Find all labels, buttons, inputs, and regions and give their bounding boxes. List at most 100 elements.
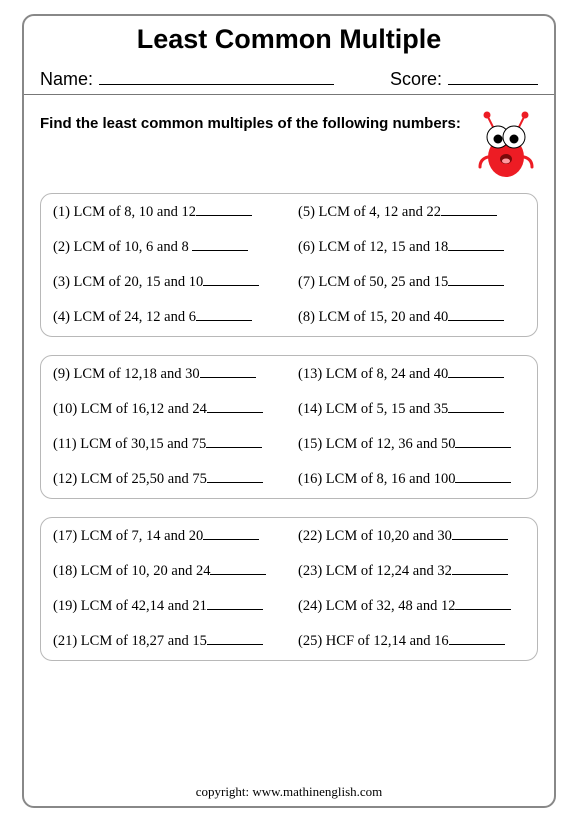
problem-text: LCM of 18,27 and 15 (81, 633, 207, 649)
problem-text: LCM of 20, 15 and 10 (74, 274, 204, 290)
problem-item: (6) LCM of 12, 15 and 18 (298, 239, 525, 256)
problem-number: (8) (298, 309, 319, 325)
problem-number: (15) (298, 436, 326, 452)
mascot-icon (474, 109, 538, 179)
problem-item: (5) LCM of 4, 12 and 22 (298, 204, 525, 221)
instruction-text: Find the least common multiples of the f… (40, 109, 474, 132)
answer-blank[interactable] (203, 539, 259, 540)
header-meta-row: Name: Score: (40, 65, 538, 90)
problem-number: (21) (53, 633, 81, 649)
problem-item: (19) LCM of 42,14 and 21 (53, 598, 280, 615)
problem-block-1: (1) LCM of 8, 10 and 12 (5) LCM of 4, 12 … (40, 193, 538, 337)
name-input-line[interactable] (99, 65, 334, 85)
problem-text: LCM of 12, 36 and 50 (326, 436, 456, 452)
problem-number: (22) (298, 528, 326, 544)
problem-item: (2) LCM of 10, 6 and 8 (53, 239, 280, 256)
problem-item: (21) LCM of 18,27 and 15 (53, 633, 280, 650)
answer-blank[interactable] (452, 539, 508, 540)
answer-blank[interactable] (441, 215, 497, 216)
problem-item: (8) LCM of 15, 20 and 40 (298, 309, 525, 326)
problem-block-2: (9) LCM of 12,18 and 30(13) LCM of 8, 24… (40, 355, 538, 499)
answer-blank[interactable] (448, 250, 504, 251)
problem-number: (18) (53, 563, 81, 579)
problem-text: LCM of 4, 12 and 22 (319, 204, 441, 220)
answer-blank[interactable] (207, 644, 263, 645)
worksheet-page: Least Common Multiple Name: Score: Find … (0, 0, 578, 818)
answer-blank[interactable] (455, 447, 511, 448)
copyright-footer: copyright: www.mathinenglish.com (24, 784, 554, 800)
problem-item: (17) LCM of 7, 14 and 20 (53, 528, 280, 545)
answer-blank[interactable] (207, 482, 263, 483)
problem-number: (3) (53, 274, 74, 290)
problem-item: (7) LCM of 50, 25 and 15 (298, 274, 525, 291)
answer-blank[interactable] (455, 482, 511, 483)
problem-text: LCM of 7, 14 and 20 (81, 528, 203, 544)
answer-blank[interactable] (206, 447, 262, 448)
problem-number: (24) (298, 598, 326, 614)
problem-text: LCM of 25,50 and 75 (81, 471, 207, 487)
answer-blank[interactable] (203, 285, 259, 286)
problem-text: LCM of 16,12 and 24 (81, 401, 207, 417)
problem-item: (25) HCF of 12,14 and 16 (298, 633, 525, 650)
answer-blank[interactable] (196, 320, 252, 321)
answer-blank[interactable] (200, 377, 256, 378)
problem-text: LCM of 50, 25 and 15 (319, 274, 449, 290)
problem-text: LCM of 30,15 and 75 (80, 436, 206, 452)
problem-text: LCM of 10, 20 and 24 (81, 563, 211, 579)
answer-blank[interactable] (207, 609, 263, 610)
name-label: Name: (40, 69, 93, 90)
answer-blank[interactable] (192, 250, 248, 251)
answer-blank[interactable] (448, 285, 504, 286)
problem-number: (5) (298, 204, 319, 220)
problem-text: HCF of 12,14 and 16 (326, 633, 449, 649)
problem-item: (16) LCM of 8, 16 and 100 (298, 471, 525, 488)
problem-number: (13) (298, 366, 326, 382)
problem-text: LCM of 10, 6 and 8 (74, 239, 193, 255)
problem-number: (25) (298, 633, 326, 649)
problem-text: LCM of 5, 15 and 35 (326, 401, 448, 417)
problem-number: (19) (53, 598, 81, 614)
score-label: Score: (390, 69, 442, 90)
problem-number: (12) (53, 471, 81, 487)
problem-item: (4) LCM of 24, 12 and 6 (53, 309, 280, 326)
problem-number: (11) (53, 436, 80, 452)
problem-number: (16) (298, 471, 326, 487)
problem-text: LCM of 32, 48 and 12 (326, 598, 456, 614)
answer-blank[interactable] (449, 644, 505, 645)
problem-item: (24) LCM of 32, 48 and 12 (298, 598, 525, 615)
answer-blank[interactable] (196, 215, 252, 216)
problem-item: (10) LCM of 16,12 and 24 (53, 401, 280, 418)
page-title: Least Common Multiple (40, 24, 538, 55)
problem-number: (23) (298, 563, 326, 579)
problem-text: LCM of 8, 16 and 100 (326, 471, 456, 487)
answer-blank[interactable] (452, 574, 508, 575)
problem-text: LCM of 12,18 and 30 (74, 366, 200, 382)
instruction-row: Find the least common multiples of the f… (40, 109, 538, 179)
problem-item: (1) LCM of 8, 10 and 12 (53, 204, 280, 221)
problem-number: (17) (53, 528, 81, 544)
problem-item: (12) LCM of 25,50 and 75 (53, 471, 280, 488)
score-input-line[interactable] (448, 65, 538, 85)
problem-block-3: (17) LCM of 7, 14 and 20(22) LCM of 10,2… (40, 517, 538, 661)
answer-blank[interactable] (455, 609, 511, 610)
problem-item: (3) LCM of 20, 15 and 10 (53, 274, 280, 291)
answer-blank[interactable] (448, 377, 504, 378)
problem-number: (1) (53, 204, 74, 220)
problem-text: LCM of 12,24 and 32 (326, 563, 452, 579)
problem-item: (9) LCM of 12,18 and 30 (53, 366, 280, 383)
problem-number: (6) (298, 239, 319, 255)
problem-item: (18) LCM of 10, 20 and 24 (53, 563, 280, 580)
problem-number: (4) (53, 309, 74, 325)
problem-text: LCM of 24, 12 and 6 (74, 309, 196, 325)
answer-blank[interactable] (448, 412, 504, 413)
answer-blank[interactable] (207, 412, 263, 413)
problem-item: (11) LCM of 30,15 and 75 (53, 436, 280, 453)
problem-number: (7) (298, 274, 319, 290)
main-frame: Least Common Multiple Name: Score: Find … (22, 14, 556, 808)
answer-blank[interactable] (210, 574, 266, 575)
problem-number: (10) (53, 401, 81, 417)
problem-text: LCM of 8, 10 and 12 (74, 204, 196, 220)
answer-blank[interactable] (448, 320, 504, 321)
problem-number: (14) (298, 401, 326, 417)
problem-item: (23) LCM of 12,24 and 32 (298, 563, 525, 580)
